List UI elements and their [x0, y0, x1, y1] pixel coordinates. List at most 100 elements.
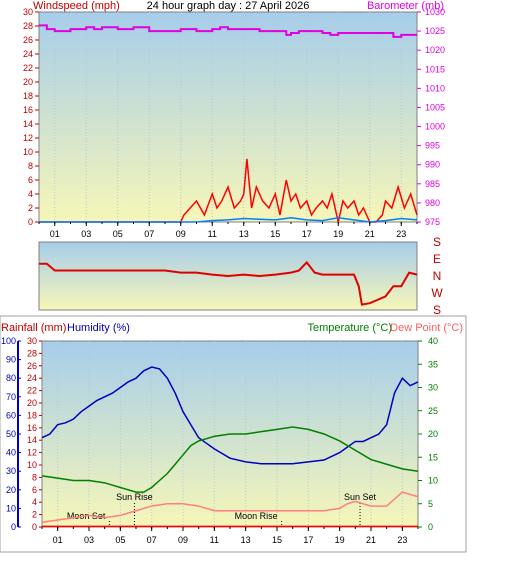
- temp-xtick-label: 23: [397, 535, 407, 545]
- windspeed-ytick-label: 16: [23, 105, 33, 115]
- temp-ytick-label: 25: [428, 406, 438, 416]
- temp-xtick-label: 13: [241, 535, 251, 545]
- temp-series: [41, 366, 419, 528]
- temp-ytick-label: 15: [428, 452, 438, 462]
- humidity-ytick-label: 50: [6, 429, 16, 439]
- compass-label: E: [433, 252, 441, 266]
- humidity-ytick-label: 70: [6, 392, 16, 402]
- temp-xtick-label: 01: [53, 535, 63, 545]
- rain-ytick-label: 4: [32, 497, 37, 507]
- barometer-ytick-label: 1000: [425, 122, 445, 132]
- humidity-ytick-label: 10: [6, 503, 16, 513]
- series-humidity: [41, 366, 419, 465]
- rain-ytick-label: 28: [27, 348, 37, 358]
- windspeed-ytick-label: 18: [23, 91, 33, 101]
- rain-ytick-label: 24: [27, 373, 37, 383]
- barometer-ytick-label: 1010: [425, 83, 445, 93]
- temp-xtick-label: 21: [366, 535, 376, 545]
- wind-xtick-label: 05: [113, 229, 123, 239]
- temp-xtick-label: 17: [303, 535, 313, 545]
- temp-ytick-label: 20: [428, 429, 438, 439]
- barometer-ytick-label: 1015: [425, 64, 445, 74]
- compass-label: N: [433, 269, 442, 283]
- temp-xtick-label: 03: [84, 535, 94, 545]
- humidity-ytick-label: 20: [6, 485, 16, 495]
- series-wind-direction: [39, 260, 418, 306]
- series-dew-point: [41, 491, 419, 524]
- barometer-ytick-label: 1005: [425, 102, 445, 112]
- temp-ytick-label: 0: [428, 522, 433, 532]
- windspeed-ytick-label: 12: [23, 133, 33, 143]
- humidity-ytick-label: 0: [11, 522, 16, 532]
- humidity-ytick-label: 60: [6, 410, 16, 420]
- wind-xtick-label: 13: [239, 229, 249, 239]
- wind-barometer-panel: 01 03 05 07 09 11 13 15 17 19 21 230246810121416182…: [23, 0, 445, 239]
- wind-plot-area: [38, 11, 418, 223]
- humidity-ytick-label: 100: [1, 336, 16, 346]
- barometer-axis-label: Barometer (mb): [367, 0, 444, 12]
- wind-xtick-label: 21: [365, 229, 375, 239]
- compass-label: W: [431, 286, 443, 300]
- rain-ytick-label: 8: [32, 472, 37, 482]
- windspeed-ytick-label: 28: [23, 21, 33, 31]
- rain-ytick-label: 16: [27, 423, 37, 433]
- rain-ytick-label: 12: [27, 448, 37, 458]
- temp-ytick-label: 30: [428, 383, 438, 393]
- windspeed-ytick-label: 20: [23, 77, 33, 87]
- annotation-label: Moon Rise: [235, 511, 278, 521]
- barometer-ytick-label: 1030: [425, 7, 445, 17]
- wind-xtick-label: 09: [176, 229, 186, 239]
- wind-xtick-label: 03: [81, 229, 91, 239]
- temp-gridlines: [57, 341, 403, 527]
- rain-ytick-label: 0: [32, 522, 37, 532]
- series-barometer: [39, 24, 417, 38]
- humidity-ytick-label: 80: [6, 373, 16, 383]
- temp-ytick-label: 5: [428, 499, 433, 509]
- rain-ytick-label: 6: [32, 485, 37, 495]
- chart-title: 24 hour graph day : 27 April 2026: [147, 0, 310, 12]
- rainfall-axis-label: Rainfall (mm): [1, 322, 66, 334]
- rain-ytick-label: 18: [27, 410, 37, 420]
- wind-axes: 01 03 05 07 09 11 13 15 17 19 21 230246810121416182…: [23, 7, 445, 239]
- humidity-ytick-label: 90: [6, 355, 16, 365]
- rain-ytick-label: 2: [32, 510, 37, 520]
- temperature-axis-label: Temperature (°C): [308, 322, 392, 334]
- temp-axes: 01 03 05 07 09 11 13 15 17 19 21 230102030405060708…: [1, 336, 438, 545]
- windspeed-ytick-label: 30: [23, 7, 33, 17]
- barometer-ytick-label: 980: [425, 198, 440, 208]
- annotation-label: Sun Set: [344, 492, 377, 502]
- humidity-axis-label: Humidity (%): [67, 322, 130, 334]
- humidity-ytick-label: 30: [6, 466, 16, 476]
- temp-ytick-label: 10: [428, 476, 438, 486]
- rain-ytick-label: 20: [27, 398, 37, 408]
- windspeed-axis-label: Windspeed (mph): [33, 0, 120, 12]
- rain-ytick-label: 22: [27, 386, 37, 396]
- wind-xtick-label: 01: [50, 229, 60, 239]
- wind-xtick-label: 23: [396, 229, 406, 239]
- windspeed-ytick-label: 6: [28, 175, 33, 185]
- windspeed-ytick-label: 2: [28, 203, 33, 213]
- humidity-ytick-label: 40: [6, 448, 16, 458]
- wind-xtick-label: 17: [302, 229, 312, 239]
- temp-xtick-label: 11: [210, 535, 219, 545]
- annotation-label: Sun Rise: [116, 492, 153, 502]
- windspeed-ytick-label: 8: [28, 161, 33, 171]
- windspeed-ytick-label: 24: [23, 49, 33, 59]
- windspeed-ytick-label: 22: [23, 63, 33, 73]
- barometer-ytick-label: 985: [425, 179, 440, 189]
- wind-xtick-label: 15: [270, 229, 280, 239]
- temp-xtick-label: 19: [335, 535, 345, 545]
- windspeed-ytick-label: 10: [23, 147, 33, 157]
- temp-xtick-label: 07: [147, 535, 157, 545]
- wind-xtick-label: 07: [144, 229, 154, 239]
- series-temperature: [41, 426, 419, 493]
- barometer-ytick-label: 1025: [425, 26, 445, 36]
- dewpoint-axis-label: Dew Point (°C): [390, 322, 463, 334]
- barometer-ytick-label: 975: [425, 217, 440, 227]
- barometer-ytick-label: 1020: [425, 45, 445, 55]
- rain-ytick-label: 26: [27, 361, 37, 371]
- direction-series: [39, 260, 418, 306]
- temp-xtick-label: 09: [178, 535, 188, 545]
- temp-xtick-label: 05: [115, 535, 125, 545]
